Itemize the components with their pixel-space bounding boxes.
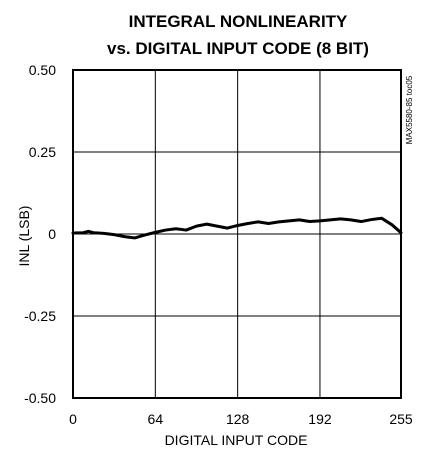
- y-tick-labels: 0.50 0.25 0 -0.25 -0.50: [24, 62, 56, 406]
- inl-series-line: [71, 216, 403, 240]
- grid-lines: [73, 70, 401, 398]
- x-tick-label-1: 64: [148, 411, 164, 427]
- y-tick-label-2: 0: [48, 226, 56, 242]
- y-tick-label-3: -0.25: [24, 308, 56, 324]
- y-tick-label-0: 0.50: [29, 62, 56, 78]
- x-tick-labels: 0 64 128 192 255: [69, 411, 413, 427]
- series-layer: [71, 216, 403, 240]
- y-tick-label-4: -0.50: [24, 390, 56, 406]
- y-tick-label-1: 0.25: [29, 144, 56, 160]
- x-tick-label-3: 192: [308, 411, 332, 427]
- x-axis-label: DIGITAL INPUT CODE: [165, 432, 308, 448]
- x-tick-label-4: 255: [389, 411, 413, 427]
- chart-title-line-1: INTEGRAL NONLINEARITY: [129, 12, 348, 31]
- x-tick-label-2: 128: [226, 411, 250, 427]
- x-tick-label-0: 0: [69, 411, 77, 427]
- y-axis-label: INL (LSB): [16, 206, 32, 267]
- chart-title-line-2: vs. DIGITAL INPUT CODE (8 BIT): [107, 39, 369, 58]
- side-code-label: MAX5580-85 toc05: [405, 75, 414, 144]
